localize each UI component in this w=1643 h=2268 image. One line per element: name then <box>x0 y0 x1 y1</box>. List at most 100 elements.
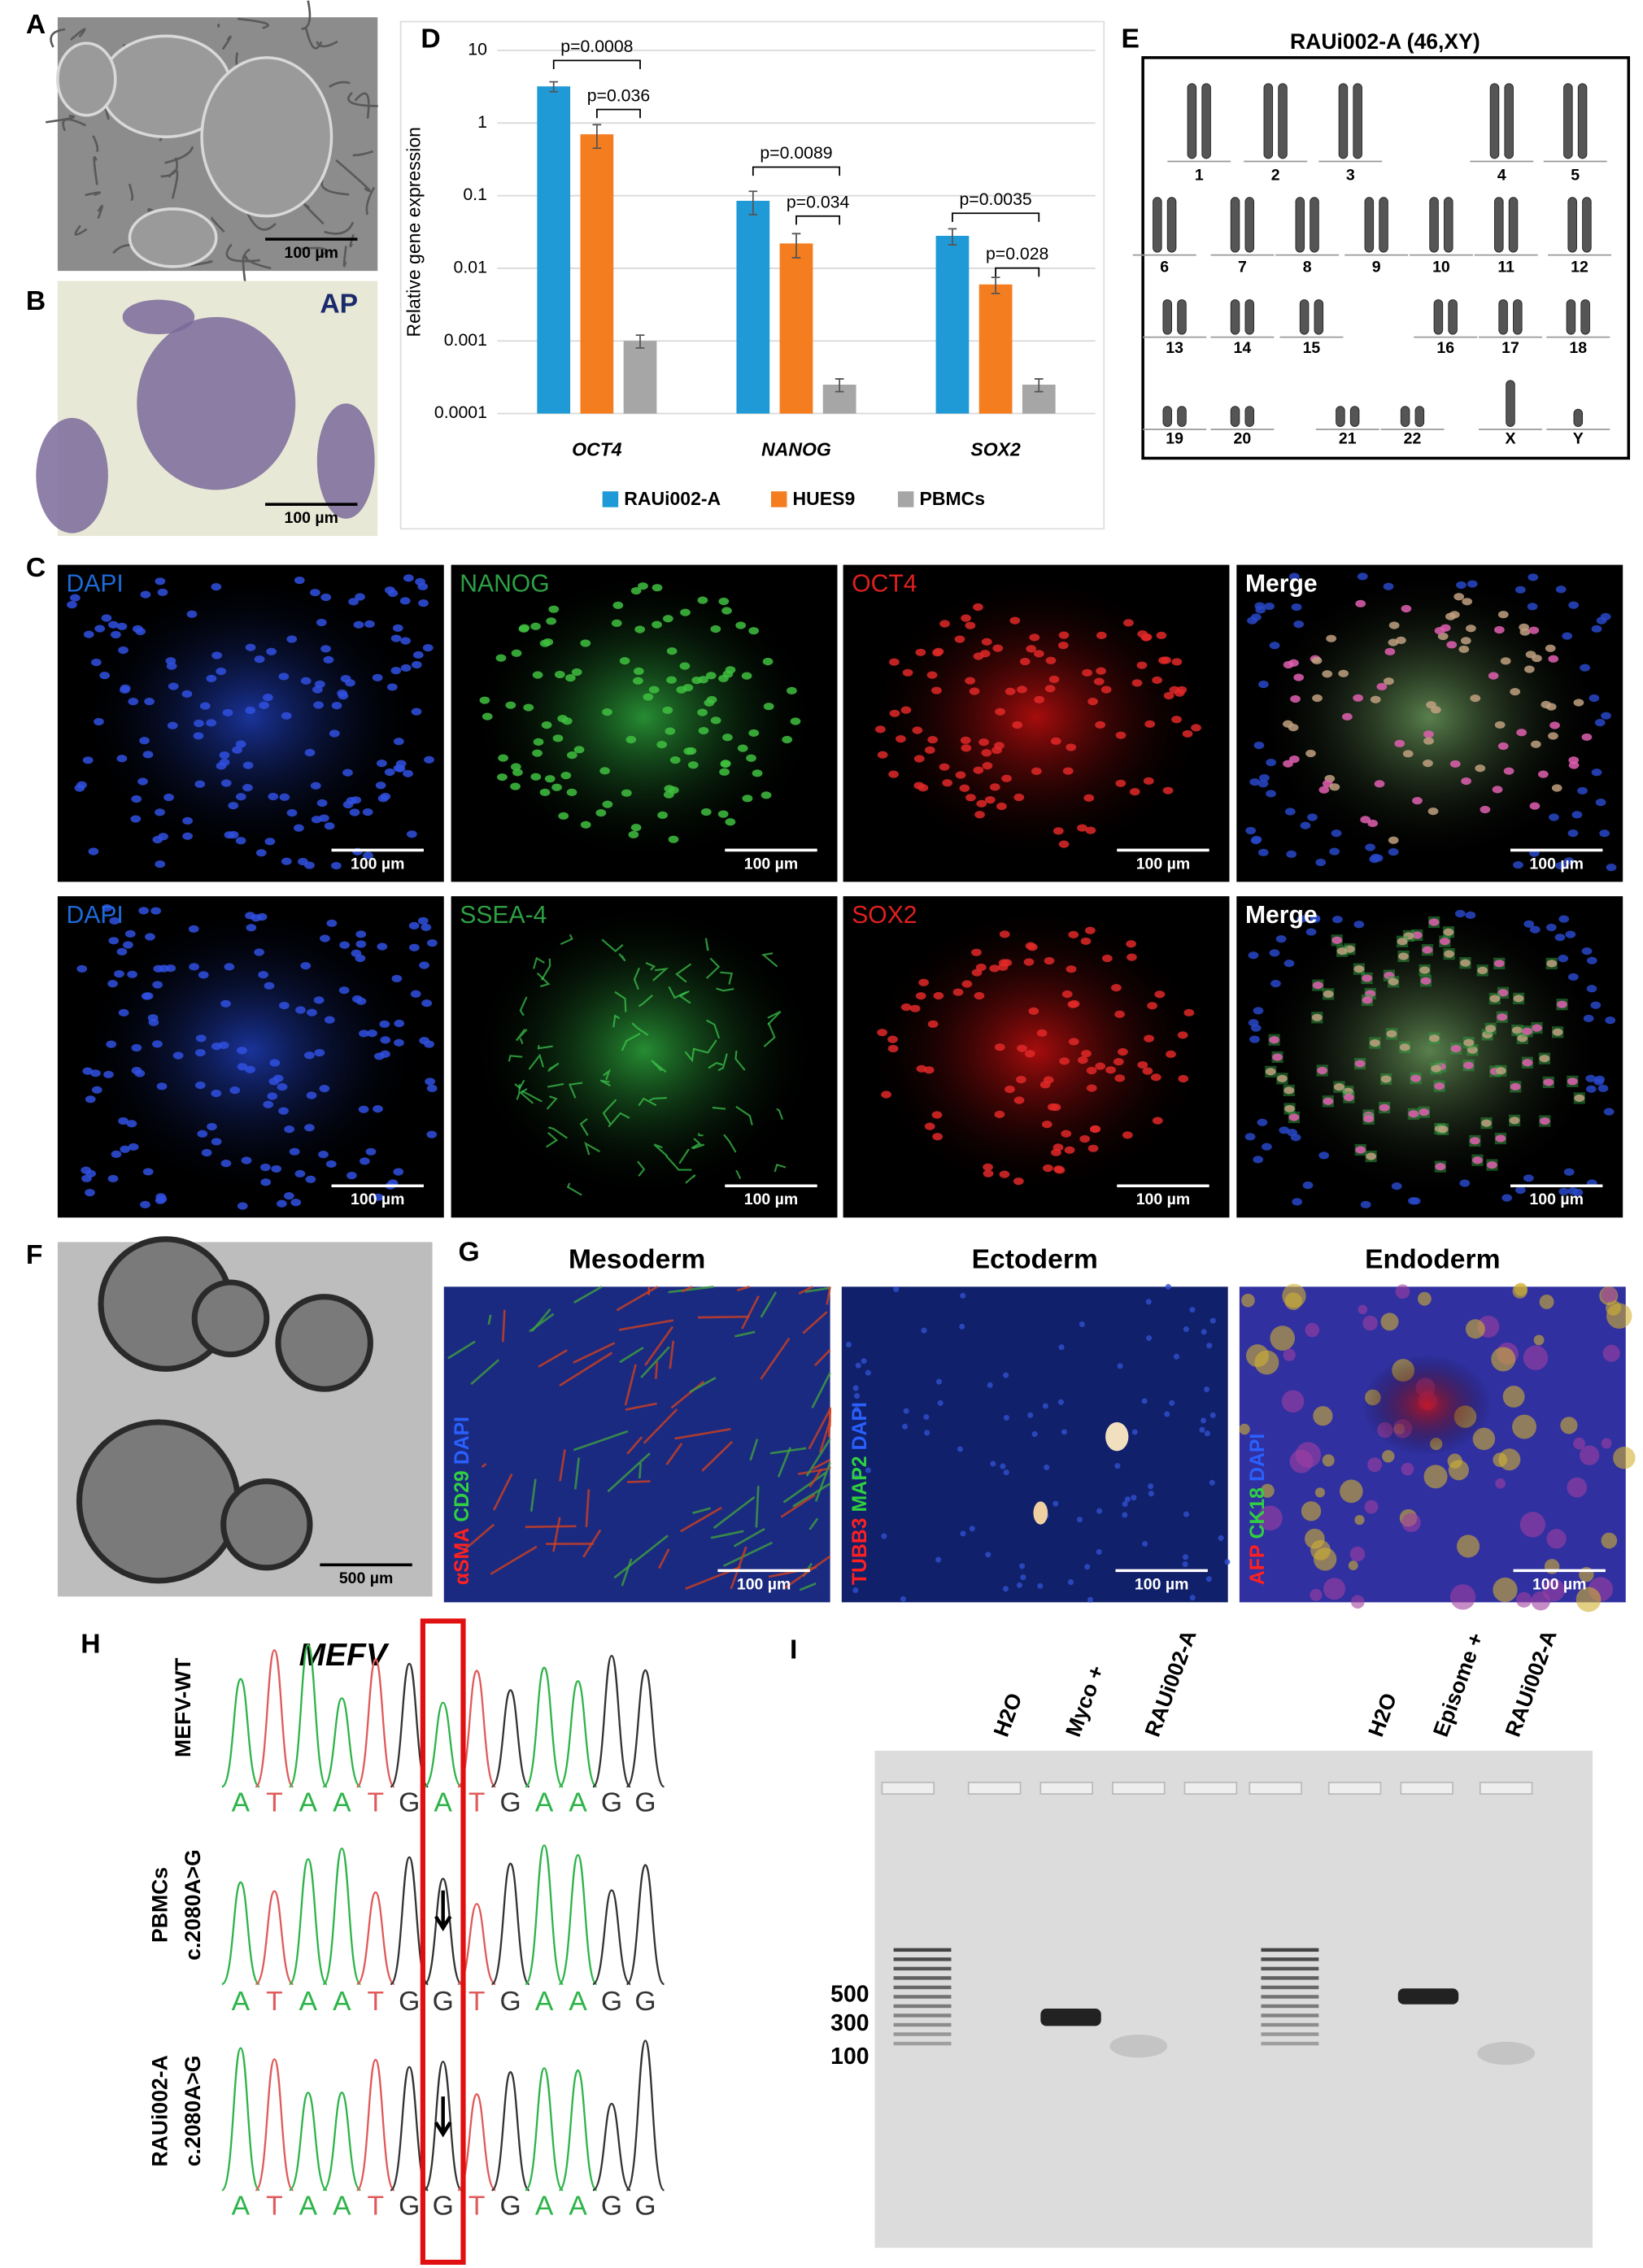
panel-letter: C <box>26 553 46 583</box>
ssea4-mesh <box>712 1106 726 1110</box>
nucleus <box>90 658 102 667</box>
nucleus <box>1257 848 1269 856</box>
cell <box>243 248 272 270</box>
ap-colony <box>316 403 375 519</box>
ladder-label: 300 <box>830 2010 869 2036</box>
nucleus <box>954 635 965 643</box>
cell <box>1502 1386 1525 1408</box>
nucleus <box>277 1083 288 1091</box>
nucleus <box>1286 850 1297 858</box>
nucleus <box>1386 1030 1397 1038</box>
nucleus <box>1141 633 1153 642</box>
nucleus <box>1603 1108 1615 1116</box>
nucleus <box>1293 673 1305 681</box>
bar <box>623 341 657 414</box>
base-call: T <box>266 2191 283 2221</box>
nucleus <box>1150 1073 1161 1082</box>
trace-peak <box>457 1669 497 1788</box>
nucleus <box>1052 1500 1059 1507</box>
nucleus <box>337 689 347 698</box>
row-label: MEFV-WT <box>171 1657 195 1757</box>
fiber <box>804 1286 830 1293</box>
nucleus <box>384 768 395 777</box>
germ-layer-image <box>841 1286 1228 1603</box>
ap-label: AP <box>320 289 358 320</box>
ssea4-mesh <box>691 1138 701 1149</box>
nucleus <box>1600 612 1611 621</box>
nucleus <box>1003 1414 1009 1421</box>
nucleus <box>1009 616 1021 625</box>
nucleus <box>979 650 991 658</box>
nucleus <box>1572 1188 1584 1196</box>
cell <box>354 92 370 119</box>
chromosome-label: 18 <box>1569 339 1587 357</box>
cell <box>1380 1312 1399 1331</box>
nucleus <box>400 637 411 645</box>
nucleus <box>853 1474 860 1480</box>
cell <box>1270 1326 1296 1351</box>
nucleus <box>479 696 490 704</box>
nucleus <box>245 1065 255 1073</box>
nucleus <box>560 772 572 780</box>
nucleus <box>989 783 1000 791</box>
nucleus <box>1275 935 1287 943</box>
nucleus <box>237 1202 248 1210</box>
fiber <box>826 1286 831 1305</box>
nucleus <box>245 706 256 715</box>
nucleus <box>1412 796 1423 805</box>
panel-letter: D <box>421 24 440 54</box>
nucleus <box>114 969 124 978</box>
nucleus <box>1269 642 1280 650</box>
nucleus <box>386 683 398 691</box>
nucleus <box>1061 1130 1072 1138</box>
gel-well <box>1327 1781 1382 1795</box>
trace-peak <box>289 2092 328 2192</box>
cell <box>221 35 232 50</box>
nucleus <box>1585 1085 1597 1093</box>
ssea4-mesh <box>678 1148 690 1164</box>
nucleus <box>1581 947 1593 956</box>
scale-bar-label: 100 µm <box>1529 1191 1583 1208</box>
nucleus <box>1497 742 1509 751</box>
panel-letter: B <box>26 286 46 316</box>
chromosome-label: 11 <box>1497 259 1514 276</box>
ssea4-mesh <box>514 1079 525 1090</box>
nucleus <box>152 1040 163 1048</box>
nucleus <box>746 754 756 762</box>
nucleus <box>705 672 717 680</box>
fiber <box>783 1555 831 1590</box>
legend-swatch <box>897 491 914 507</box>
nucleus <box>320 593 332 602</box>
cell <box>303 202 325 225</box>
base-call: G <box>399 2191 420 2221</box>
nucleus <box>1454 909 1466 918</box>
chromosome <box>1567 197 1577 253</box>
ssea4-mesh <box>508 1055 523 1062</box>
bar <box>935 235 970 414</box>
chromosome <box>1230 197 1240 253</box>
trace-peak <box>355 1658 395 1788</box>
ssea4-mesh <box>637 1160 646 1177</box>
fiber <box>644 1326 674 1366</box>
ladder-band <box>893 2013 952 2018</box>
nucleus <box>1408 1197 1419 1205</box>
nucleus <box>923 1066 935 1074</box>
nucleus <box>1462 598 1473 606</box>
nucleus <box>1379 1104 1390 1112</box>
cell <box>1606 1303 1632 1329</box>
nucleus <box>349 808 360 816</box>
nucleus <box>1315 858 1327 867</box>
ssea4-mesh <box>653 1143 669 1157</box>
nucleus <box>580 821 591 829</box>
nucleus <box>1437 1125 1449 1134</box>
fiber <box>669 1340 675 1369</box>
ladder-band <box>1261 2013 1319 2018</box>
nucleus <box>1000 1463 1006 1469</box>
cell <box>168 169 179 199</box>
nucleus <box>1144 720 1156 728</box>
nucleus <box>666 646 678 655</box>
p-value: p=0.0035 <box>959 189 1031 209</box>
chromosome <box>1580 299 1590 335</box>
marker-name: AFP <box>1246 1545 1268 1586</box>
nucleus <box>1446 641 1458 649</box>
